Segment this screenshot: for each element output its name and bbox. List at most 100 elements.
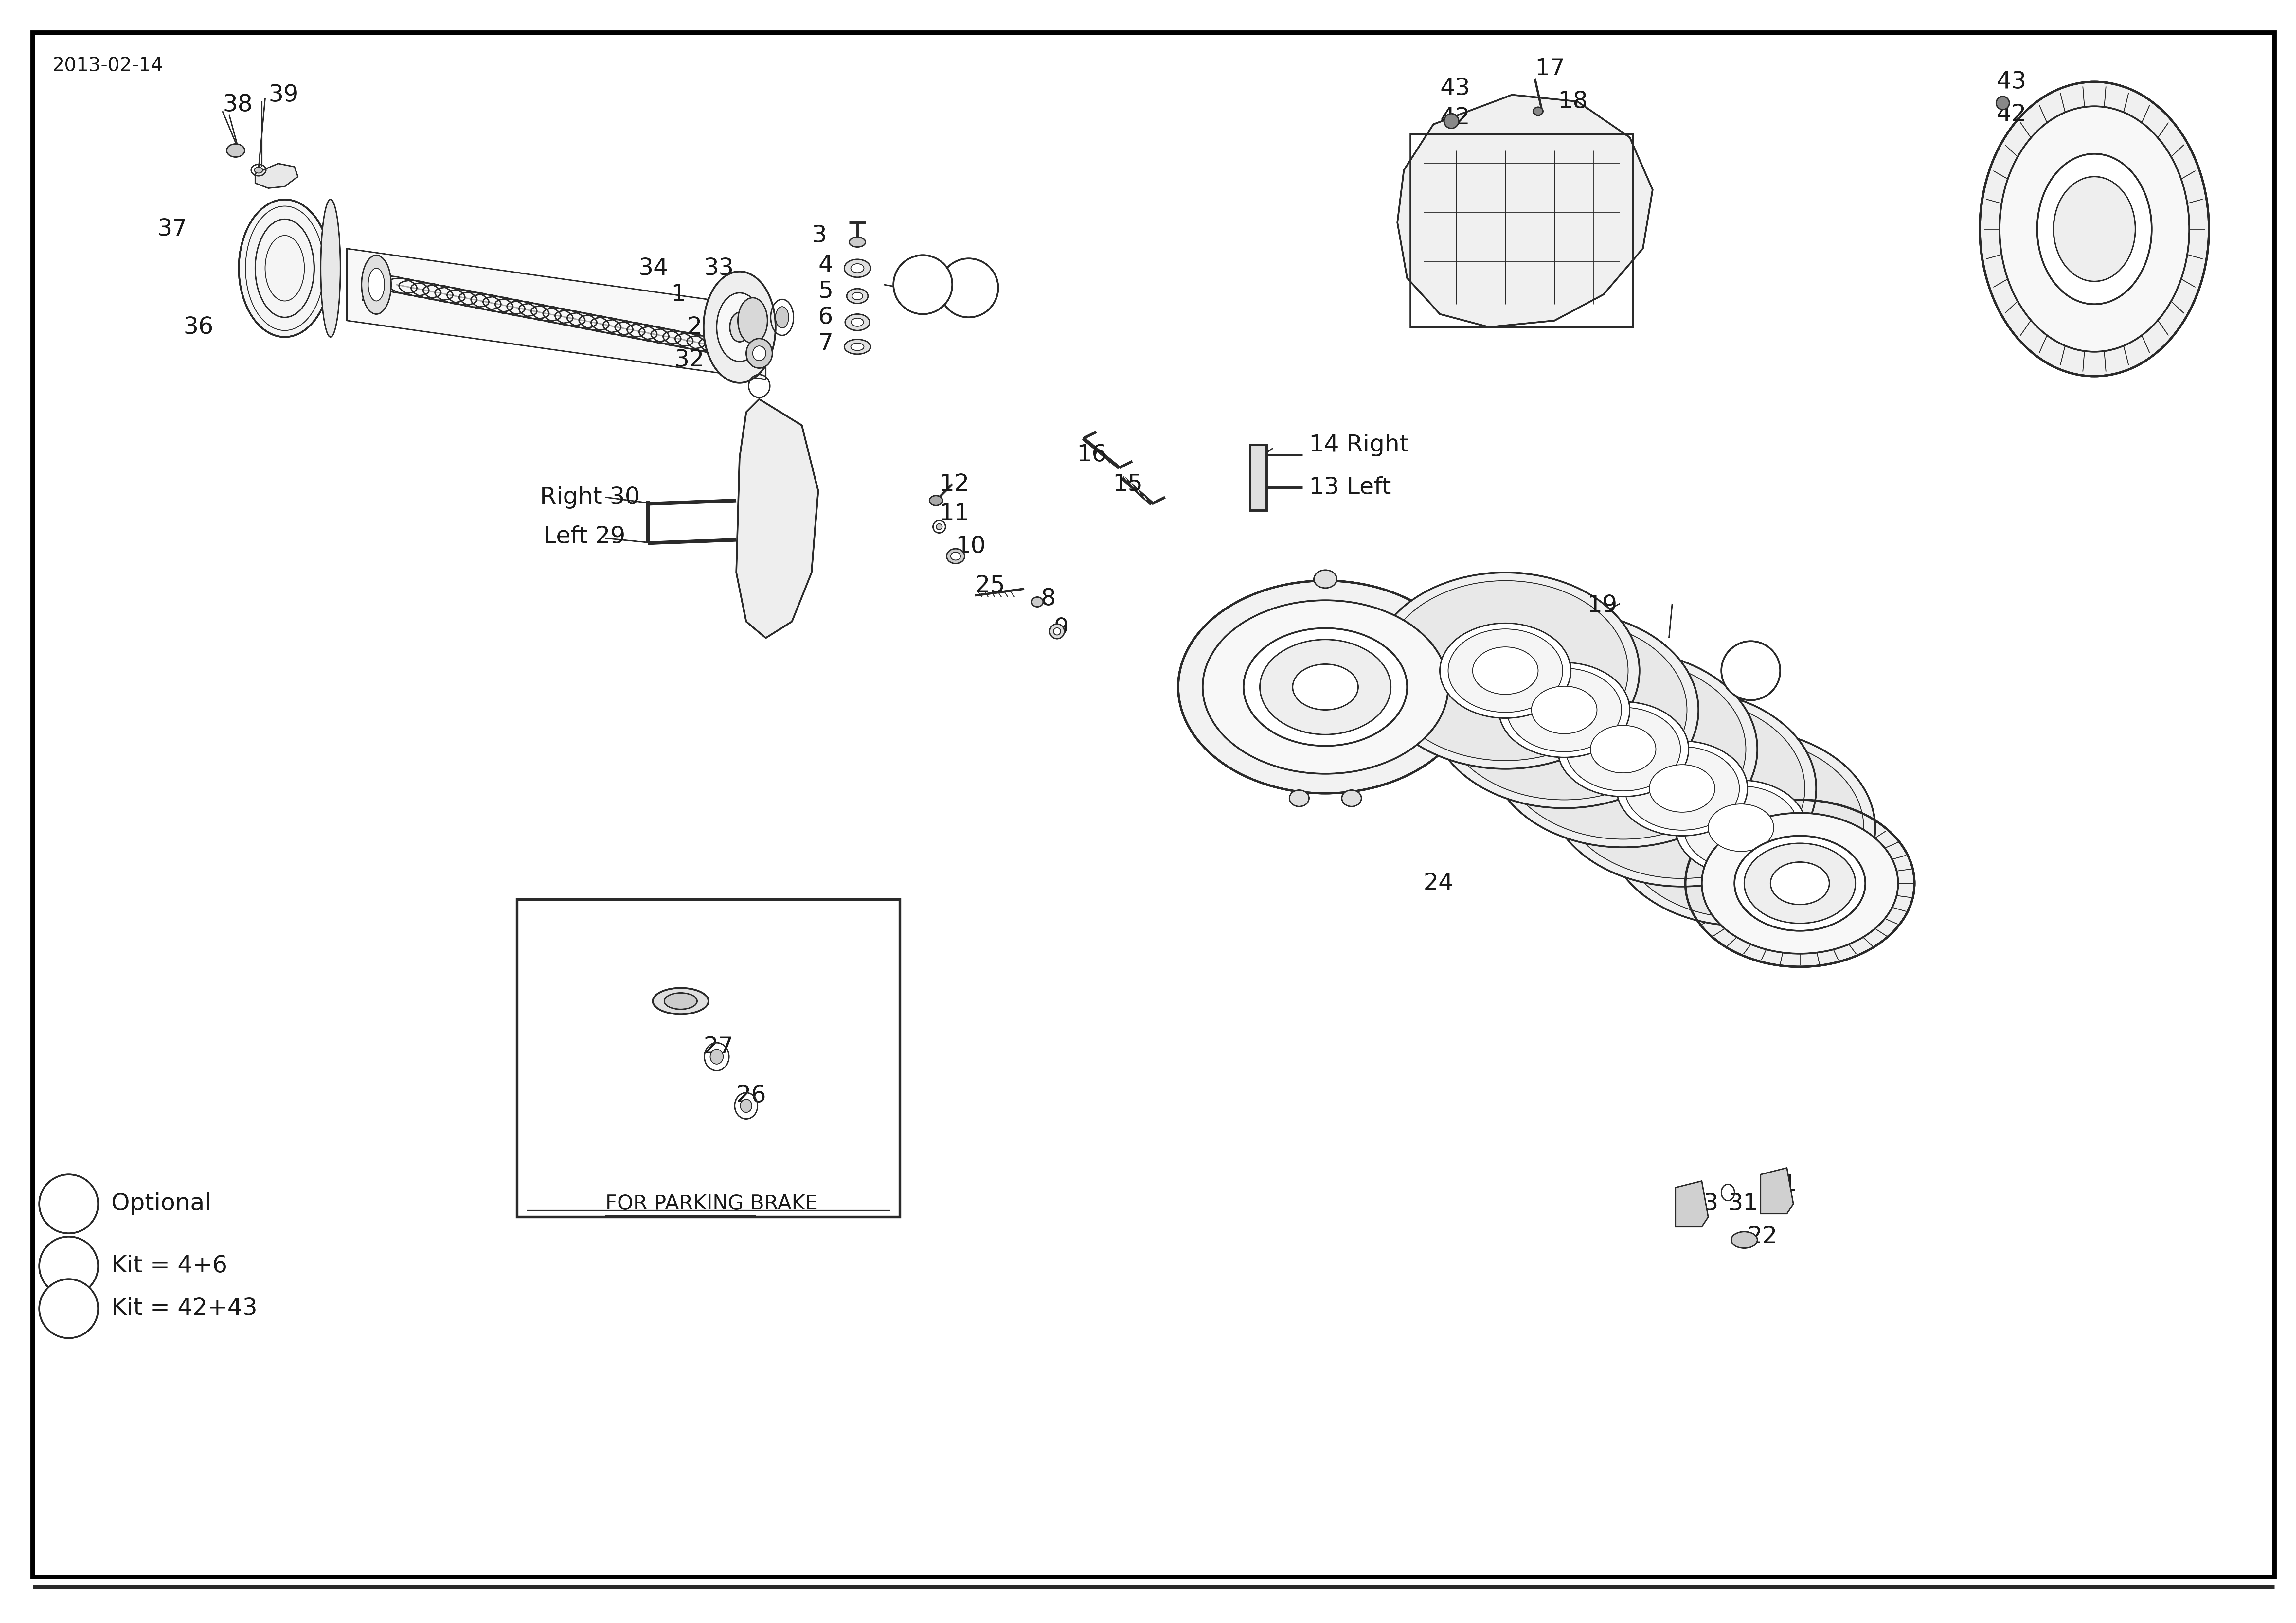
Ellipse shape — [1534, 107, 1543, 115]
Text: 10: 10 — [955, 536, 985, 558]
Ellipse shape — [1619, 738, 1864, 917]
Text: Optional: Optional — [110, 1193, 211, 1216]
Ellipse shape — [845, 315, 870, 331]
Ellipse shape — [1382, 581, 1628, 761]
Ellipse shape — [1449, 630, 1564, 712]
Ellipse shape — [1506, 669, 1621, 751]
Ellipse shape — [1203, 601, 1449, 774]
Text: 39: 39 — [269, 84, 298, 105]
Ellipse shape — [1607, 730, 1876, 925]
Ellipse shape — [1293, 664, 1359, 709]
Ellipse shape — [1341, 790, 1362, 807]
Ellipse shape — [852, 292, 863, 300]
Text: Right 30: Right 30 — [540, 485, 641, 508]
Ellipse shape — [776, 307, 790, 328]
Text: 43: 43 — [1995, 70, 2027, 93]
Circle shape — [939, 258, 999, 318]
Text: 3: 3 — [810, 224, 827, 247]
Polygon shape — [737, 399, 817, 638]
Ellipse shape — [852, 342, 863, 351]
Ellipse shape — [1559, 698, 1805, 878]
Text: 7: 7 — [817, 333, 833, 355]
Ellipse shape — [255, 167, 262, 174]
Ellipse shape — [845, 260, 870, 278]
Ellipse shape — [1049, 623, 1065, 639]
Ellipse shape — [2000, 107, 2190, 352]
Ellipse shape — [1290, 790, 1309, 807]
Ellipse shape — [716, 292, 762, 362]
Ellipse shape — [951, 552, 960, 560]
Ellipse shape — [1685, 800, 1915, 967]
Ellipse shape — [1031, 597, 1042, 607]
Ellipse shape — [1770, 862, 1830, 904]
Ellipse shape — [1502, 659, 1745, 839]
Ellipse shape — [2053, 177, 2135, 281]
Polygon shape — [1398, 94, 1653, 328]
Text: 22: 22 — [1747, 1225, 1777, 1248]
Text: FOR PARKING BRAKE: FOR PARKING BRAKE — [606, 1195, 817, 1214]
Text: 14 Right: 14 Right — [1309, 433, 1410, 456]
Text: 16: 16 — [1077, 443, 1107, 466]
Text: 26: 26 — [737, 1084, 767, 1107]
Text: 12: 12 — [939, 472, 969, 495]
Text: 41: 41 — [55, 1193, 83, 1214]
Text: 5: 5 — [817, 279, 833, 302]
Ellipse shape — [845, 339, 870, 354]
Text: 2013-02-14: 2013-02-14 — [53, 57, 163, 75]
Ellipse shape — [1708, 803, 1775, 852]
Text: 33: 33 — [703, 256, 735, 279]
Ellipse shape — [739, 1099, 751, 1112]
Polygon shape — [255, 164, 298, 188]
Ellipse shape — [753, 346, 767, 360]
Text: 21: 21 — [1768, 1173, 1798, 1196]
Ellipse shape — [1626, 747, 1740, 829]
Text: 40: 40 — [953, 276, 983, 299]
Ellipse shape — [1733, 836, 1864, 930]
Circle shape — [893, 255, 953, 315]
Text: 4: 4 — [817, 253, 833, 276]
Text: 6: 6 — [817, 307, 833, 328]
Text: 15: 15 — [1114, 472, 1143, 495]
Ellipse shape — [1995, 96, 2009, 110]
Ellipse shape — [730, 313, 748, 342]
Ellipse shape — [1649, 764, 1715, 812]
Ellipse shape — [703, 271, 776, 383]
Text: 24: 24 — [1424, 872, 1453, 894]
Ellipse shape — [746, 339, 771, 368]
Text: 8: 8 — [1040, 588, 1056, 610]
Text: 1: 1 — [670, 282, 687, 305]
Ellipse shape — [1178, 581, 1472, 794]
Ellipse shape — [1440, 623, 1570, 717]
Circle shape — [39, 1175, 99, 1233]
Ellipse shape — [1054, 628, 1061, 635]
Polygon shape — [347, 248, 767, 380]
Ellipse shape — [1548, 690, 1816, 886]
Text: 23: 23 — [1688, 1193, 1720, 1216]
Ellipse shape — [321, 200, 340, 338]
Text: 44: 44 — [55, 1298, 83, 1319]
Text: 31: 31 — [1729, 1193, 1759, 1216]
Ellipse shape — [1499, 662, 1630, 758]
Ellipse shape — [847, 289, 868, 304]
Ellipse shape — [737, 297, 767, 344]
Ellipse shape — [852, 265, 863, 273]
Ellipse shape — [1566, 708, 1681, 790]
Text: 43: 43 — [1440, 76, 1469, 99]
Text: 28: 28 — [661, 990, 691, 1013]
Text: 9: 9 — [1054, 617, 1070, 639]
Polygon shape — [1249, 445, 1267, 510]
Ellipse shape — [937, 524, 941, 529]
Text: 13 Left: 13 Left — [1309, 476, 1391, 498]
Ellipse shape — [1731, 1232, 1756, 1248]
Ellipse shape — [1371, 573, 1639, 769]
Ellipse shape — [1531, 687, 1598, 734]
Ellipse shape — [946, 549, 964, 563]
Ellipse shape — [1979, 81, 2209, 377]
Ellipse shape — [1616, 742, 1747, 836]
Ellipse shape — [1430, 612, 1699, 808]
Ellipse shape — [850, 237, 866, 247]
Text: Kit = 4+6: Kit = 4+6 — [110, 1255, 227, 1277]
Text: 25: 25 — [976, 575, 1006, 597]
Text: 40: 40 — [55, 1255, 83, 1277]
Ellipse shape — [1745, 844, 1855, 923]
